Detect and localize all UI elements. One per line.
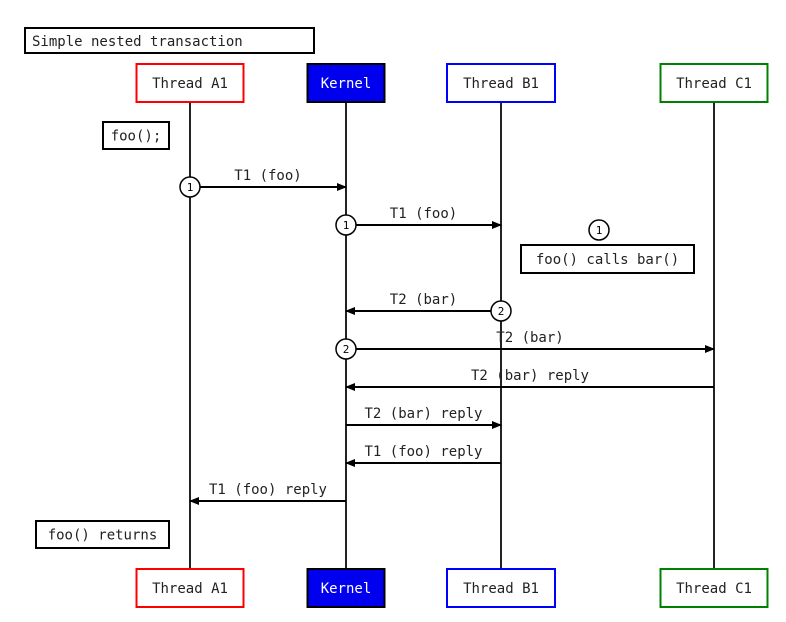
participant-b1-bottom: Thread B1 (446, 568, 556, 608)
message-label: T1 (foo) (234, 168, 301, 184)
note-text: foo() returns (48, 528, 158, 544)
sequence-marker: 2 (335, 338, 357, 360)
message-label: T2 (bar) (390, 292, 457, 308)
message-arrow: T1 (foo) reply (189, 482, 346, 505)
message-label: T2 (bar) (496, 330, 563, 346)
message-label: T2 (bar) reply (364, 406, 482, 422)
participant-label: Thread A1 (152, 76, 228, 92)
message-label: T1 (foo) (390, 206, 457, 222)
diagram-title-text: Simple nested transaction (32, 34, 243, 50)
participant-a1-top: Thread A1 (135, 63, 245, 103)
note-text: foo() calls bar() (536, 252, 679, 268)
note: foo() returns (35, 520, 170, 549)
participant-label: Thread A1 (152, 581, 228, 597)
sequence-marker: 2 (490, 300, 512, 322)
message-arrow: T1 (foo) 1 (335, 206, 502, 236)
sequence-marker: 1 (588, 219, 610, 241)
participant-label: Thread C1 (676, 581, 752, 597)
message-label: T2 (bar) reply (471, 368, 589, 384)
diagram-title: Simple nested transaction (24, 27, 315, 54)
message-label: T1 (foo) reply (364, 444, 482, 460)
message-arrow: T2 (bar) reply (345, 368, 714, 391)
participant-label: Thread C1 (676, 76, 752, 92)
participant-k-bottom: Kernel (306, 568, 386, 608)
message-label: T1 (foo) reply (209, 482, 327, 498)
message-arrow: T2 (bar) 2 (345, 292, 512, 322)
sequence-marker: 1 (335, 214, 357, 236)
participant-label: Thread B1 (463, 581, 539, 597)
participant-label: Kernel (321, 76, 372, 92)
sequence-marker-label: 1 (596, 224, 603, 237)
message-arrow: T2 (bar) 2 (335, 330, 715, 360)
sequence-marker-label: 2 (343, 343, 350, 356)
participant-label: Thread B1 (463, 76, 539, 92)
participant-c1-bottom: Thread C1 (659, 568, 769, 608)
sequence-marker-label: 2 (498, 305, 505, 318)
message-arrow: T1 (foo) 1 (179, 168, 347, 198)
participant-a1-bottom: Thread A1 (135, 568, 245, 608)
note-text: foo(); (111, 129, 162, 145)
sequence-marker: 1 (179, 176, 201, 198)
sequence-marker-label: 1 (187, 181, 194, 194)
participant-c1-top: Thread C1 (659, 63, 769, 103)
participant-label: Kernel (321, 581, 372, 597)
note: foo() calls bar() 1 (520, 219, 695, 274)
message-arrow: T1 (foo) reply (345, 444, 501, 467)
message-arrow: T2 (bar) reply (346, 406, 502, 429)
participant-b1-top: Thread B1 (446, 63, 556, 103)
participant-k-top: Kernel (306, 63, 386, 103)
sequence-marker-label: 1 (343, 219, 350, 232)
note: foo(); (102, 121, 170, 150)
